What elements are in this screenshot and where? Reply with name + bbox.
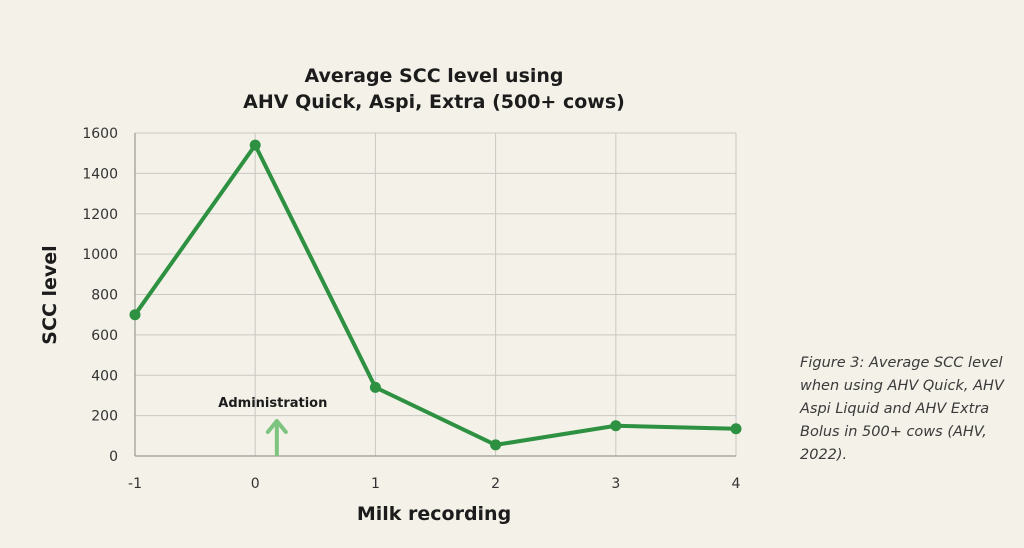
y-tick-label: 600 xyxy=(91,328,118,344)
data-point xyxy=(490,439,502,451)
chart-title-line-1: Average SCC level using xyxy=(304,65,563,87)
annotation-arrow-head xyxy=(265,419,288,434)
annotation: Administration xyxy=(218,396,327,456)
data-point xyxy=(369,381,381,393)
series-layer xyxy=(129,139,742,451)
y-tick-label: 400 xyxy=(91,368,118,384)
y-tick-label: 1600 xyxy=(82,126,118,142)
y-tick-label: 200 xyxy=(91,409,118,425)
axes xyxy=(134,133,736,457)
x-tick-label: -1 xyxy=(128,476,142,492)
x-tick-label: 2 xyxy=(491,476,500,492)
data-point xyxy=(610,420,622,432)
chart-title-line-2: AHV Quick, Aspi, Extra (500+ cows) xyxy=(243,91,625,113)
y-tick-label: 1200 xyxy=(82,207,118,223)
x-tick-label: 1 xyxy=(371,476,380,492)
data-point xyxy=(730,423,742,435)
data-point xyxy=(249,139,261,151)
grid-lines xyxy=(135,132,737,456)
x-tick-label: 0 xyxy=(251,476,260,492)
x-tick-label: 3 xyxy=(611,476,620,492)
y-axis-label: SCC level xyxy=(39,245,61,344)
x-tick-label: 4 xyxy=(732,476,741,492)
data-point xyxy=(129,309,141,321)
y-tick-label: 0 xyxy=(109,449,118,465)
y-tick-label: 1400 xyxy=(82,166,118,182)
figure-caption: Figure 3: Average SCC level when using A… xyxy=(800,355,1004,463)
y-tick-label: 800 xyxy=(91,288,118,304)
annotation-label: Administration xyxy=(218,396,327,411)
y-tick-label: 1000 xyxy=(82,247,118,263)
x-axis-label: Milk recording xyxy=(357,503,511,525)
series-line xyxy=(133,143,738,447)
tick-labels: 0 200 400 600 800 1000 1200 1400 1600 -1 0 1 2 3 4 xyxy=(82,126,740,492)
